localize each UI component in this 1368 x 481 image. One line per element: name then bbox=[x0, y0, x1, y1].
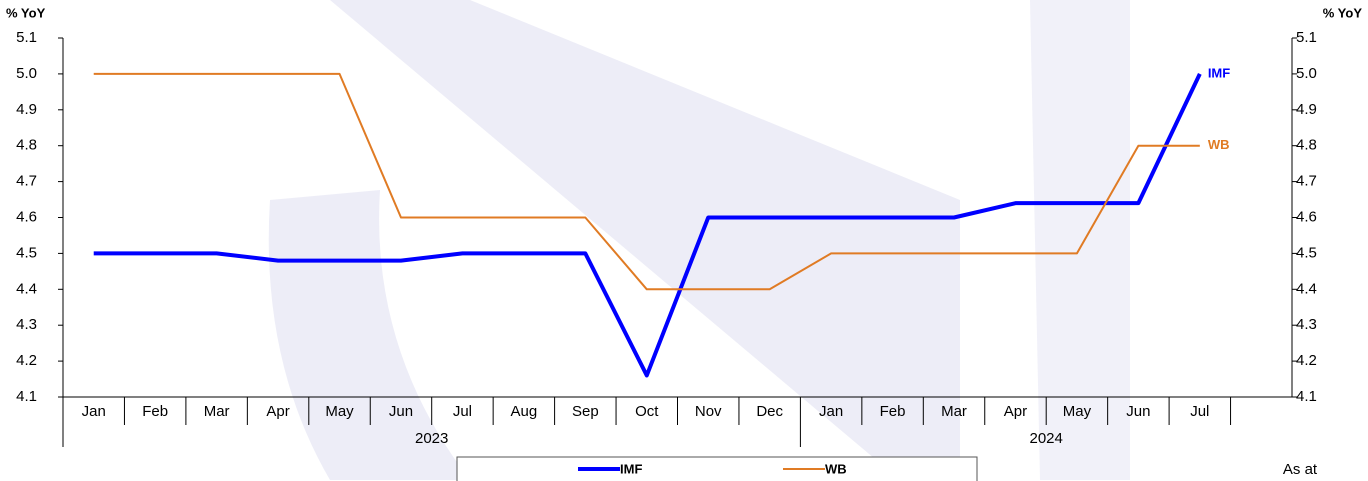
legend-box bbox=[456, 456, 978, 481]
y2-axis-label: % YoY bbox=[1323, 5, 1363, 20]
x-tick-label: Jan bbox=[819, 403, 843, 420]
series-end-label: IMF bbox=[1208, 65, 1230, 80]
y-tick-label: 4.1 bbox=[16, 388, 37, 405]
x-tick-label: Feb bbox=[880, 403, 906, 420]
y-tick-label: 4.4 bbox=[16, 280, 37, 297]
group-label: 2023 bbox=[415, 430, 448, 447]
x-tick-label: Jun bbox=[389, 403, 413, 420]
x-tick-label: Aug bbox=[511, 403, 538, 420]
y2-tick-label: 4.3 bbox=[1296, 316, 1317, 333]
y-tick-label: 5.1 bbox=[16, 29, 37, 46]
series-line bbox=[93, 72, 1200, 291]
y2-tick-label: 4.9 bbox=[1296, 101, 1317, 118]
y-tick-label: 4.7 bbox=[16, 173, 37, 190]
y2-tick-label: 4.8 bbox=[1296, 137, 1317, 154]
y-tick-label: 4.3 bbox=[16, 316, 37, 333]
x-tick-label: Sep bbox=[572, 403, 599, 420]
legend-label: WB bbox=[825, 461, 847, 476]
y-tick-label: 4.2 bbox=[16, 352, 37, 369]
y-tick-label: 5.0 bbox=[16, 65, 37, 82]
x-tick-label: Mar bbox=[941, 403, 967, 420]
series-line bbox=[93, 73, 1202, 378]
x-tick-label: Jul bbox=[1190, 403, 1209, 420]
x-tick-label: Apr bbox=[266, 403, 289, 420]
series-end-label: WB bbox=[1208, 137, 1230, 152]
x-tick-label: Feb bbox=[142, 403, 168, 420]
annotation: As at bbox=[1283, 461, 1318, 478]
y2-tick-label: 4.5 bbox=[1296, 244, 1317, 261]
y-tick-label: 4.6 bbox=[16, 208, 37, 225]
x-tick-label: Dec bbox=[756, 403, 783, 420]
x-tick-label: Jul bbox=[453, 403, 472, 420]
group-label: 2024 bbox=[1030, 430, 1063, 447]
x-tick-label: Jan bbox=[82, 403, 106, 420]
y-tick-label: 4.8 bbox=[16, 137, 37, 154]
x-tick-label: Nov bbox=[695, 403, 722, 420]
x-tick-label: Oct bbox=[635, 403, 659, 420]
y2-tick-label: 4.6 bbox=[1296, 208, 1317, 225]
x-tick-label: Jun bbox=[1126, 403, 1150, 420]
y-axis-label: % YoY bbox=[6, 5, 46, 20]
legend-label: IMF bbox=[620, 461, 642, 476]
y2-tick-label: 4.1 bbox=[1296, 388, 1317, 405]
y-tick-label: 4.9 bbox=[16, 101, 37, 118]
x-tick-label: May bbox=[325, 403, 354, 420]
y2-tick-label: 4.4 bbox=[1296, 280, 1317, 297]
y2-tick-label: 5.0 bbox=[1296, 65, 1317, 82]
x-tick-label: May bbox=[1063, 403, 1092, 420]
y2-tick-label: 5.1 bbox=[1296, 29, 1317, 46]
y2-tick-label: 4.7 bbox=[1296, 173, 1317, 190]
y2-tick-label: 4.2 bbox=[1296, 352, 1317, 369]
x-tick-label: Mar bbox=[204, 403, 230, 420]
y-tick-label: 4.5 bbox=[16, 244, 37, 261]
x-tick-label: Apr bbox=[1004, 403, 1027, 420]
